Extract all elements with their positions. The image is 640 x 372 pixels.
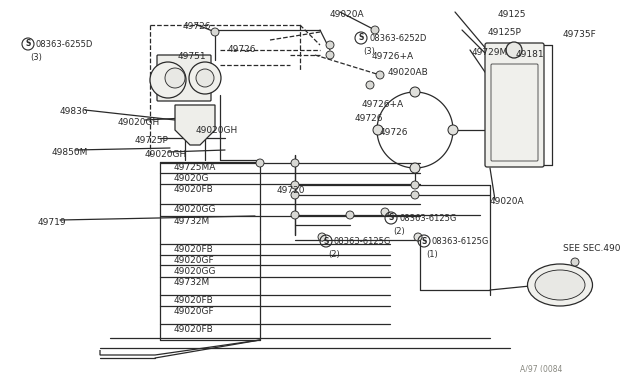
Text: 49732M: 49732M	[174, 278, 211, 287]
Text: 49726+A: 49726+A	[372, 52, 414, 61]
Circle shape	[411, 191, 419, 199]
Text: 49125P: 49125P	[488, 28, 522, 37]
FancyBboxPatch shape	[157, 55, 211, 101]
Circle shape	[291, 159, 299, 167]
Circle shape	[366, 81, 374, 89]
Text: 49020GH: 49020GH	[118, 118, 160, 127]
Text: S: S	[388, 214, 394, 222]
Text: 49020FB: 49020FB	[174, 245, 214, 254]
Text: 49020GF: 49020GF	[174, 256, 214, 265]
Circle shape	[506, 42, 522, 58]
Text: 49181: 49181	[516, 50, 545, 59]
Circle shape	[371, 26, 379, 34]
Text: 49726+A: 49726+A	[362, 100, 404, 109]
Text: 49725P: 49725P	[135, 136, 169, 145]
Circle shape	[448, 125, 458, 135]
Text: 49850M: 49850M	[52, 148, 88, 157]
Text: S: S	[26, 39, 31, 48]
Text: S: S	[358, 33, 364, 42]
Text: 49719: 49719	[38, 218, 67, 227]
Circle shape	[196, 69, 214, 87]
Circle shape	[414, 233, 422, 241]
Text: (3): (3)	[30, 53, 42, 62]
Ellipse shape	[527, 264, 593, 306]
Text: 49020G: 49020G	[174, 174, 209, 183]
FancyBboxPatch shape	[485, 43, 544, 167]
Circle shape	[571, 258, 579, 266]
Text: S: S	[323, 237, 329, 246]
Text: 49751: 49751	[178, 52, 207, 61]
Circle shape	[410, 163, 420, 173]
Circle shape	[150, 62, 186, 98]
Text: 49020GH: 49020GH	[145, 150, 188, 159]
Text: 49020AB: 49020AB	[388, 68, 429, 77]
Polygon shape	[175, 105, 215, 145]
Text: 08363-6252D: 08363-6252D	[369, 34, 426, 43]
Text: 49020A: 49020A	[330, 10, 365, 19]
Text: 49725MA: 49725MA	[174, 163, 216, 172]
Text: 49732M: 49732M	[174, 217, 211, 226]
Text: 49020GG: 49020GG	[174, 205, 216, 214]
Text: 49726: 49726	[228, 45, 257, 54]
Text: 49729M: 49729M	[472, 48, 508, 57]
Text: 49020GG: 49020GG	[174, 267, 216, 276]
Text: 49020FB: 49020FB	[174, 185, 214, 194]
Text: 49020FB: 49020FB	[174, 325, 214, 334]
Text: 49726: 49726	[183, 22, 211, 31]
Circle shape	[256, 159, 264, 167]
Circle shape	[326, 51, 334, 59]
Text: 49125: 49125	[498, 10, 527, 19]
Text: 49020GF: 49020GF	[174, 307, 214, 316]
Circle shape	[373, 125, 383, 135]
Circle shape	[411, 181, 419, 189]
Text: 08363-6255D: 08363-6255D	[36, 40, 93, 49]
Circle shape	[326, 41, 334, 49]
Text: 49726: 49726	[380, 128, 408, 137]
Circle shape	[410, 87, 420, 97]
Text: S: S	[421, 237, 427, 246]
Text: 08363-6125G: 08363-6125G	[334, 237, 392, 246]
Text: (3): (3)	[363, 47, 375, 56]
Text: 08363-6125G: 08363-6125G	[399, 214, 456, 223]
Circle shape	[189, 62, 221, 94]
Text: 49020A: 49020A	[490, 197, 525, 206]
Circle shape	[211, 28, 219, 36]
Text: 49020GH: 49020GH	[196, 126, 238, 135]
Text: 49836: 49836	[60, 107, 88, 116]
Text: (1): (1)	[426, 250, 438, 259]
Ellipse shape	[535, 270, 585, 300]
Circle shape	[346, 211, 354, 219]
Circle shape	[291, 181, 299, 189]
Circle shape	[318, 233, 326, 241]
Circle shape	[291, 191, 299, 199]
Text: (2): (2)	[393, 227, 404, 236]
Text: 49720: 49720	[277, 186, 305, 195]
Text: 49020FB: 49020FB	[174, 296, 214, 305]
Circle shape	[165, 68, 185, 88]
Text: 49726: 49726	[355, 114, 383, 123]
Text: SEE SEC.490: SEE SEC.490	[563, 244, 621, 253]
Text: (2): (2)	[328, 250, 340, 259]
Text: 49735F: 49735F	[563, 30, 596, 39]
Circle shape	[291, 211, 299, 219]
Text: A/97 (0084: A/97 (0084	[520, 365, 563, 372]
Text: 08363-6125G: 08363-6125G	[432, 237, 490, 246]
Circle shape	[381, 208, 389, 216]
Circle shape	[376, 71, 384, 79]
